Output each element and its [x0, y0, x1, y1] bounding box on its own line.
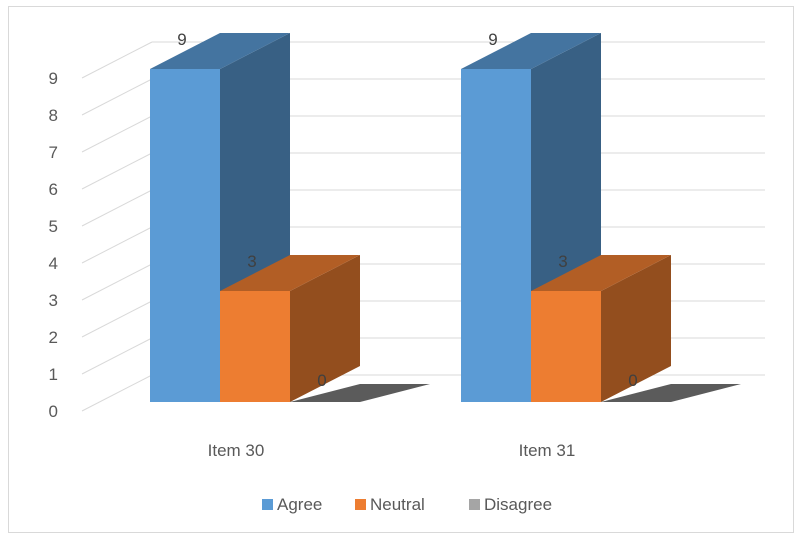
- y-tick-label: 8: [49, 106, 58, 125]
- legend-item-agree: Agree: [262, 495, 322, 514]
- y-tick-label: 5: [49, 217, 58, 236]
- bar-side: [290, 255, 360, 402]
- legend-label: Neutral: [370, 495, 425, 514]
- bar-top: [290, 384, 430, 402]
- bar-front: [531, 291, 601, 402]
- y-axis-ticks: 0 1 2 3 4 5 6 7 8 9: [49, 69, 58, 421]
- bar-front: [220, 291, 290, 402]
- gridline-side: [81, 41, 153, 79]
- legend-label: Agree: [277, 495, 322, 514]
- gridline-side: [81, 78, 153, 116]
- legend-swatch: [469, 499, 480, 510]
- data-label: 0: [628, 371, 637, 390]
- bar-top: [220, 255, 360, 291]
- bar-top: [601, 384, 741, 402]
- bar-neutral-1: 3: [220, 252, 360, 402]
- data-label: 3: [558, 252, 567, 271]
- category-label: Item 30: [208, 441, 265, 460]
- gridline-side: [81, 300, 153, 338]
- bar-top: [150, 33, 290, 69]
- y-tick-label: 9: [49, 69, 58, 88]
- data-label: 9: [177, 30, 186, 49]
- legend-swatch: [355, 499, 366, 510]
- data-label: 3: [247, 252, 256, 271]
- legend-item-disagree: Disagree: [469, 495, 552, 514]
- legend: Agree Neutral Disagree: [262, 495, 552, 514]
- gridline-side: [81, 374, 153, 412]
- y-tick-label: 4: [49, 254, 58, 273]
- y-tick-label: 1: [49, 365, 58, 384]
- y-tick-label: 3: [49, 291, 58, 310]
- bar-neutral-2: 3: [531, 252, 671, 402]
- bar-front: [461, 69, 531, 402]
- y-tick-label: 7: [49, 143, 58, 162]
- gridline-side: [81, 189, 153, 227]
- gridline-side: [81, 263, 153, 301]
- gridline-side: [81, 152, 153, 190]
- legend-swatch: [262, 499, 273, 510]
- category-labels: Item 30 Item 31: [208, 441, 576, 460]
- y-tick-label: 2: [49, 328, 58, 347]
- y-tick-label: 0: [49, 402, 58, 421]
- gridline-side: [81, 226, 153, 264]
- y-tick-label: 6: [49, 180, 58, 199]
- data-label: 0: [317, 371, 326, 390]
- bar-side: [601, 255, 671, 402]
- gridline-side: [81, 337, 153, 375]
- gridline-side: [81, 115, 153, 153]
- bars: 9 3 0 9 3 0: [150, 30, 741, 402]
- bar-disagree-1: 0: [290, 371, 430, 402]
- bar-top: [531, 255, 671, 291]
- legend-label: Disagree: [484, 495, 552, 514]
- category-label: Item 31: [519, 441, 576, 460]
- bar-front: [150, 69, 220, 402]
- bar-disagree-2: 0: [601, 371, 741, 402]
- bar-top: [461, 33, 601, 69]
- data-label: 9: [488, 30, 497, 49]
- legend-item-neutral: Neutral: [355, 495, 425, 514]
